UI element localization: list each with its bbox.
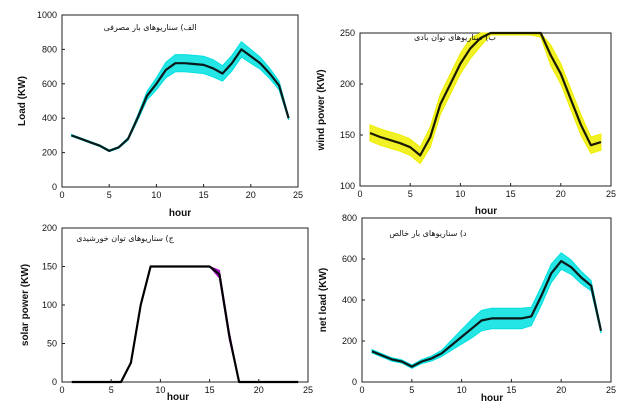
scenario-band	[71, 266, 299, 383]
y-tick-label: 0	[52, 377, 57, 387]
x-ticks: 0 5 10 15 20 25	[59, 379, 313, 395]
y-tick-label: 250	[340, 28, 355, 38]
scenario-line	[71, 265, 299, 384]
scenario-band	[70, 40, 290, 153]
y-tick-label: 800	[42, 44, 57, 54]
x-tick-label: 20	[254, 385, 264, 395]
y-tick-label: 600	[42, 79, 57, 89]
y-tick-label: 400	[42, 113, 57, 123]
x-tick-label: 5	[409, 385, 414, 395]
y-axis-label: wind power (KW)	[316, 69, 327, 151]
y-axis-label: Load (KW)	[17, 76, 28, 126]
scenario-band	[371, 252, 602, 369]
y-tick-label: 1000	[37, 10, 57, 20]
x-tick-label: 20	[246, 190, 256, 200]
scenario-line	[371, 260, 603, 368]
y-tick-label: 50	[47, 339, 57, 349]
y-axis-label: net load (KW)	[318, 268, 329, 332]
y-tick-label: 150	[340, 130, 355, 140]
band-layer	[71, 266, 299, 383]
x-tick-label: 5	[109, 385, 114, 395]
band-layer	[70, 40, 290, 153]
panel-title: ب) سناریوهای توان بادی	[414, 33, 496, 42]
x-tick-label: 5	[408, 189, 413, 199]
y-tick-label: 800	[342, 213, 357, 223]
line-layer	[71, 48, 290, 152]
x-ticks: 0 5 10 15 20 25	[359, 379, 616, 395]
x-tick-label: 15	[506, 385, 516, 395]
panel-net-load: 0 5 10 15 20 25 0 200 400 600 800 د) سناریوهای با…	[318, 213, 616, 403]
x-tick-label: 15	[205, 385, 215, 395]
x-tick-label: 15	[199, 190, 209, 200]
x-tick-label: 25	[606, 385, 616, 395]
y-tick-label: 200	[342, 336, 357, 346]
line-layer	[369, 31, 602, 157]
y-ticks: 0 200 400 600 800 1000	[37, 10, 65, 192]
x-tick-label: 10	[155, 385, 165, 395]
panel-title: الف) سناریوهای بار مصرفی	[103, 23, 196, 32]
x-tick-label: 20	[556, 189, 566, 199]
x-axis-label: hour	[481, 393, 503, 403]
x-axis-label: hour	[475, 206, 497, 217]
plot-frame	[361, 217, 612, 383]
x-tick-label: 5	[107, 190, 112, 200]
y-ticks: 0 200 400 600 800	[342, 213, 365, 387]
y-tick-label: 200	[42, 223, 57, 233]
x-tick-label: 25	[606, 189, 616, 199]
x-tick-label: 10	[151, 190, 161, 200]
x-ticks: 0 5 10 15 20 25	[59, 184, 303, 200]
line-layer	[371, 260, 603, 368]
x-tick-label: 25	[293, 190, 303, 200]
y-tick-label: 0	[352, 377, 357, 387]
x-tick-label: 0	[359, 385, 364, 395]
plot-frame	[61, 14, 299, 188]
x-tick-label: 15	[506, 189, 516, 199]
y-tick-label: 200	[42, 148, 57, 158]
panel-title: د) سناریوهای بار خالص	[389, 229, 467, 238]
y-ticks: 100 150 200 250	[340, 28, 363, 191]
y-tick-label: 400	[342, 295, 357, 305]
panel-wind: 0 5 10 15 20 25 100 150 200 250 ب) سناریوهای توا…	[316, 28, 616, 217]
plot-frame	[61, 227, 309, 383]
line-layer	[71, 265, 299, 384]
y-tick-label: 150	[42, 262, 57, 272]
y-axis-label: solar power (KW)	[20, 264, 31, 346]
x-tick-label: 0	[59, 190, 64, 200]
y-tick-label: 100	[42, 300, 57, 310]
x-tick-label: 0	[357, 189, 362, 199]
scenario-band	[369, 32, 602, 165]
panel-solar: 0 5 10 15 20 25 0 50 100 150 200 ج) سناریوهای توا…	[20, 223, 313, 403]
panel-load: 0 5 10 15 20 25 0 200 400 600 800 1000 الف) سناریو…	[17, 10, 303, 219]
x-axis-label: hour	[167, 392, 189, 403]
x-tick-label: 10	[455, 189, 465, 199]
y-tick-label: 100	[340, 181, 355, 191]
y-tick-label: 200	[340, 79, 355, 89]
y-tick-label: 0	[52, 182, 57, 192]
y-tick-label: 600	[342, 254, 357, 264]
scenario-line	[369, 31, 602, 157]
panel-title: ج) سناریوهای توان خورشیدی	[76, 234, 174, 243]
band-layer	[371, 252, 602, 369]
x-tick-label: 25	[303, 385, 313, 395]
band-layer	[369, 32, 602, 165]
scenario-line	[71, 48, 290, 152]
x-tick-label: 0	[59, 385, 64, 395]
x-tick-label: 20	[556, 385, 566, 395]
x-tick-label: 10	[457, 385, 467, 395]
x-ticks: 0 5 10 15 20 25	[357, 183, 616, 199]
y-ticks: 0 50 100 150 200	[42, 223, 65, 387]
x-axis-label: hour	[169, 208, 191, 219]
